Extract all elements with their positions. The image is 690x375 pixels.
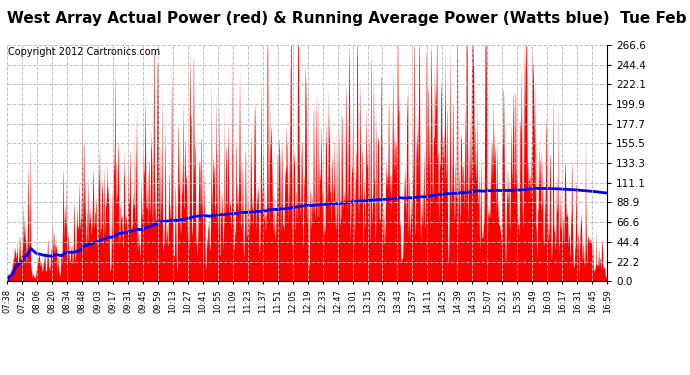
Text: Copyright 2012 Cartronics.com: Copyright 2012 Cartronics.com bbox=[8, 47, 160, 57]
Text: West Array Actual Power (red) & Running Average Power (Watts blue)  Tue Feb 7 17: West Array Actual Power (red) & Running … bbox=[7, 11, 690, 26]
